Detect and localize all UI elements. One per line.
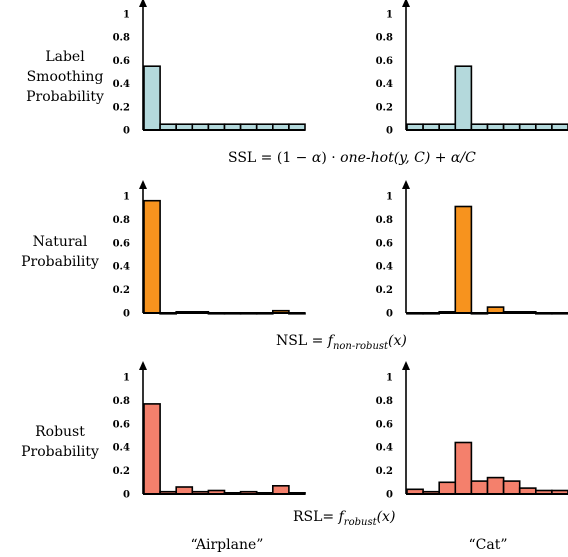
equation-rsl: RSL= frobust(x) xyxy=(293,509,395,528)
row-label-line: Robust xyxy=(35,424,85,440)
y-tick-label: 0.8 xyxy=(376,33,393,44)
y-tick-label: 0.6 xyxy=(113,238,130,249)
row-label-line: Probability xyxy=(21,444,99,460)
y-tick-label: 0.2 xyxy=(113,466,130,477)
y-tick-label: 1 xyxy=(123,10,130,21)
equation-symbol: (x) xyxy=(376,509,396,525)
chart-bar xyxy=(175,486,194,495)
equation-symbol: (y, C) + xyxy=(393,150,451,166)
y-tick-label: 0.8 xyxy=(113,396,130,407)
y-axis-arrow xyxy=(139,180,147,189)
y-tick-label: 1 xyxy=(386,192,393,203)
y-tick-label: 0.8 xyxy=(113,33,130,44)
y-tick-label: 0.4 xyxy=(376,262,393,273)
y-tick-label: 0.4 xyxy=(376,79,393,90)
row-label-label-smoothing: Label Smoothing Probability xyxy=(0,47,130,107)
equation-text: NSL = xyxy=(276,333,328,349)
y-tick-label: 1 xyxy=(123,373,130,384)
row-label-line: Probability xyxy=(21,254,99,270)
y-tick-label: 0.8 xyxy=(113,215,130,226)
y-tick-label: 1 xyxy=(386,10,393,21)
y-axis-arrow xyxy=(402,361,410,370)
y-axis-arrow xyxy=(139,0,147,7)
y-tick-label: 0.2 xyxy=(376,102,393,113)
equation-symbol: /C xyxy=(460,150,476,166)
y-tick-label: 0.4 xyxy=(113,443,130,454)
equation-nsl: NSL = fnon-robust(x) xyxy=(276,333,407,352)
chart-bar xyxy=(486,476,505,495)
y-tick-label: 0.8 xyxy=(376,396,393,407)
equation-symbol: (x) xyxy=(388,333,407,349)
chart-bar xyxy=(502,480,521,495)
equation-symbol: f xyxy=(327,333,333,349)
equation-text: RSL= xyxy=(293,509,339,525)
equation-text: ) · xyxy=(321,150,341,166)
y-tick-label: 0 xyxy=(123,490,130,501)
chart-bar xyxy=(470,480,489,495)
column-label-airplane: “Airplane” xyxy=(190,537,264,553)
row-label-line: Smoothing xyxy=(26,69,104,85)
y-tick-label: 0 xyxy=(123,309,130,320)
equation-symbol: one-hot xyxy=(340,150,394,166)
y-tick-label: 0.6 xyxy=(113,419,130,430)
equation-symbol: α xyxy=(450,150,461,166)
row-label-robust: Robust Probability xyxy=(0,422,125,462)
y-tick-label: 0 xyxy=(386,490,393,501)
y-tick-label: 1 xyxy=(386,373,393,384)
chart-bar xyxy=(454,65,473,131)
equation-text: SSL = (1 − xyxy=(228,150,312,166)
y-axis-arrow xyxy=(402,0,410,7)
chart-bar xyxy=(271,484,290,495)
column-label-cat: “Cat” xyxy=(468,537,508,553)
chart-bar xyxy=(454,205,473,314)
y-tick-label: 0.6 xyxy=(376,419,393,430)
row-label-natural: Natural Probability xyxy=(0,232,125,272)
chart-bar xyxy=(438,481,457,495)
equation-symbol: α xyxy=(311,150,322,166)
y-tick-label: 0.4 xyxy=(376,443,393,454)
y-tick-label: 0.6 xyxy=(113,56,130,67)
chart-bar xyxy=(143,403,161,495)
y-axis-arrow xyxy=(402,180,410,189)
y-tick-label: 0 xyxy=(123,126,130,137)
y-axis-arrow xyxy=(139,361,147,370)
y-tick-label: 0.2 xyxy=(376,466,393,477)
y-tick-label: 0.8 xyxy=(376,215,393,226)
y-tick-label: 0.4 xyxy=(113,79,130,90)
equation-subscript: non-robust xyxy=(332,340,389,352)
chart-bar xyxy=(143,199,161,314)
row-label-line: Label xyxy=(45,49,85,65)
chart-bar xyxy=(454,441,473,495)
y-tick-label: 0 xyxy=(386,126,393,137)
y-tick-label: 0.2 xyxy=(113,102,130,113)
equation-ssl: SSL = (1 − α) · one-hot(y, C) + α/C xyxy=(228,150,476,166)
y-tick-label: 0 xyxy=(386,309,393,320)
row-label-line: Natural xyxy=(32,234,88,250)
chart-bar xyxy=(143,65,161,131)
row-label-line: Probability xyxy=(26,89,104,105)
equation-subscript: robust xyxy=(343,516,377,528)
y-tick-label: 0.2 xyxy=(113,285,130,296)
y-tick-label: 0.2 xyxy=(376,285,393,296)
y-tick-label: 0.6 xyxy=(376,56,393,67)
y-tick-label: 1 xyxy=(123,192,130,203)
y-tick-label: 0.6 xyxy=(376,238,393,249)
equation-symbol: f xyxy=(338,509,344,525)
y-tick-label: 0.4 xyxy=(113,262,130,273)
